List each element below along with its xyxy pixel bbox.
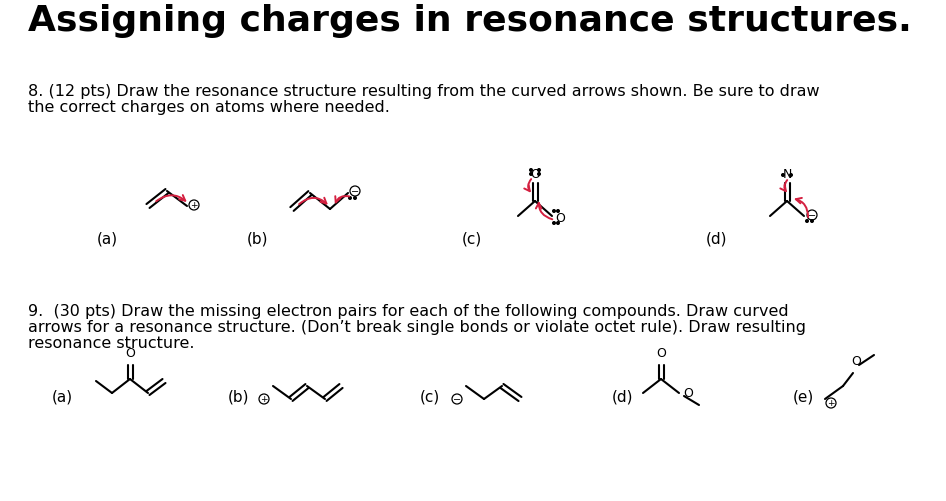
Text: (b): (b): [247, 231, 269, 246]
Text: (a): (a): [97, 231, 118, 246]
Text: +: +: [260, 395, 268, 404]
Text: O: O: [125, 346, 135, 359]
Circle shape: [811, 220, 814, 223]
Circle shape: [537, 169, 540, 172]
Circle shape: [552, 222, 555, 225]
Text: the correct charges on atoms where needed.: the correct charges on atoms where neede…: [28, 100, 390, 115]
Circle shape: [556, 210, 559, 213]
Text: O: O: [555, 212, 565, 225]
Text: arrows for a resonance structure. (Don’t break single bonds or violate octet rul: arrows for a resonance structure. (Don’t…: [28, 319, 806, 334]
Text: resonance structure.: resonance structure.: [28, 335, 195, 350]
Text: (a): (a): [52, 389, 73, 404]
Text: (b): (b): [228, 389, 250, 404]
Circle shape: [556, 222, 559, 225]
Text: −: −: [351, 187, 359, 196]
Text: (c): (c): [462, 231, 482, 246]
Text: −: −: [808, 210, 816, 220]
Circle shape: [806, 220, 808, 223]
Text: (c): (c): [420, 389, 440, 404]
Circle shape: [552, 210, 555, 213]
Text: +: +: [827, 399, 834, 408]
Text: −: −: [453, 394, 461, 404]
Text: (d): (d): [706, 231, 727, 246]
Text: O: O: [657, 346, 666, 359]
Circle shape: [781, 174, 784, 177]
Text: (d): (d): [612, 389, 634, 404]
Text: 8. (12 pts) Draw the resonance structure resulting from the curved arrows shown.: 8. (12 pts) Draw the resonance structure…: [28, 84, 819, 99]
Text: (e): (e): [793, 389, 815, 404]
Text: O: O: [683, 387, 692, 400]
Text: O: O: [530, 168, 540, 181]
Circle shape: [537, 173, 540, 176]
Circle shape: [530, 169, 533, 172]
Text: +: +: [190, 201, 198, 210]
Text: 9.  (30 pts) Draw the missing electron pairs for each of the following compounds: 9. (30 pts) Draw the missing electron pa…: [28, 304, 789, 318]
Circle shape: [349, 197, 351, 200]
Text: O: O: [851, 354, 861, 367]
Circle shape: [354, 197, 357, 200]
Text: Assigning charges in resonance structures.: Assigning charges in resonance structure…: [28, 4, 912, 38]
Circle shape: [790, 174, 793, 177]
Text: N: N: [782, 168, 792, 181]
Circle shape: [530, 173, 533, 176]
